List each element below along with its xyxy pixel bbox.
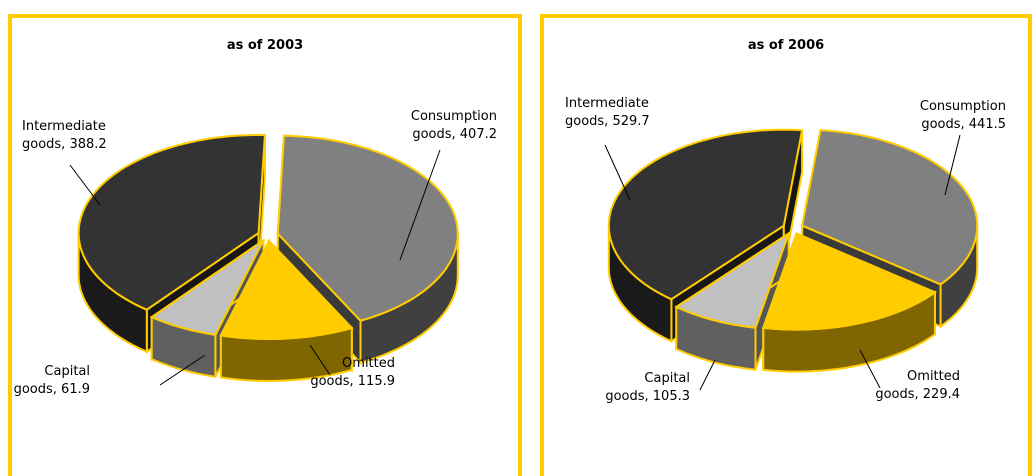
slice — [674, 230, 791, 329]
leader-line — [859, 349, 881, 389]
data-label: Intermediate goods, 529.7 — [565, 96, 650, 129]
chart-title: as of 2003 — [227, 38, 303, 53]
chart-title: as of 2006 — [748, 38, 824, 53]
data-label-line: Intermediate — [22, 119, 106, 134]
data-label-line: goods, 441.5 — [921, 117, 1006, 132]
data-label-line: goods, 229.4 — [875, 387, 960, 402]
data-label-line: Capital — [44, 364, 90, 379]
data-label-line: Intermediate — [565, 96, 649, 111]
leader-line — [159, 354, 206, 386]
data-label: Omitted goods, 115.9 — [310, 356, 395, 389]
data-label-line: Omitted — [342, 356, 395, 371]
data-label: Consumption goods, 407.2 — [411, 109, 497, 142]
data-label-line: goods, 115.9 — [310, 374, 395, 389]
data-label: Consumption goods, 441.5 — [920, 99, 1006, 132]
slice — [761, 232, 938, 331]
panel — [8, 14, 522, 476]
slice — [77, 133, 266, 311]
data-label-line: Omitted — [907, 369, 960, 384]
leader-line — [604, 144, 631, 201]
data-label-line: goods, 529.7 — [565, 114, 650, 129]
data-label: Omitted goods, 229.4 — [875, 369, 960, 402]
data-label-line: goods, 388.2 — [22, 137, 107, 152]
data-label-line: Consumption — [411, 109, 497, 124]
slice — [219, 239, 354, 341]
data-label-line: goods, 61.9 — [14, 382, 90, 397]
data-label-line: Capital — [644, 371, 690, 386]
leader-line — [309, 344, 331, 376]
data-label-line: goods, 105.3 — [605, 389, 690, 404]
data-label: Intermediate goods, 388.2 — [22, 119, 107, 152]
slice — [801, 129, 979, 286]
data-label: Capital goods, 105.3 — [605, 371, 690, 404]
slice — [607, 128, 804, 301]
data-label-line: Consumption — [920, 99, 1006, 114]
slice — [276, 134, 459, 322]
data-label: Capital goods, 61.9 — [14, 364, 90, 397]
data-label-line: goods, 407.2 — [412, 127, 497, 142]
slice — [149, 239, 265, 336]
leader-line — [399, 149, 441, 261]
leader-line — [699, 359, 716, 391]
pie — [77, 133, 459, 383]
pie — [607, 128, 979, 373]
panel — [540, 14, 1032, 476]
leader-line — [944, 134, 961, 196]
leader-line — [69, 164, 101, 206]
